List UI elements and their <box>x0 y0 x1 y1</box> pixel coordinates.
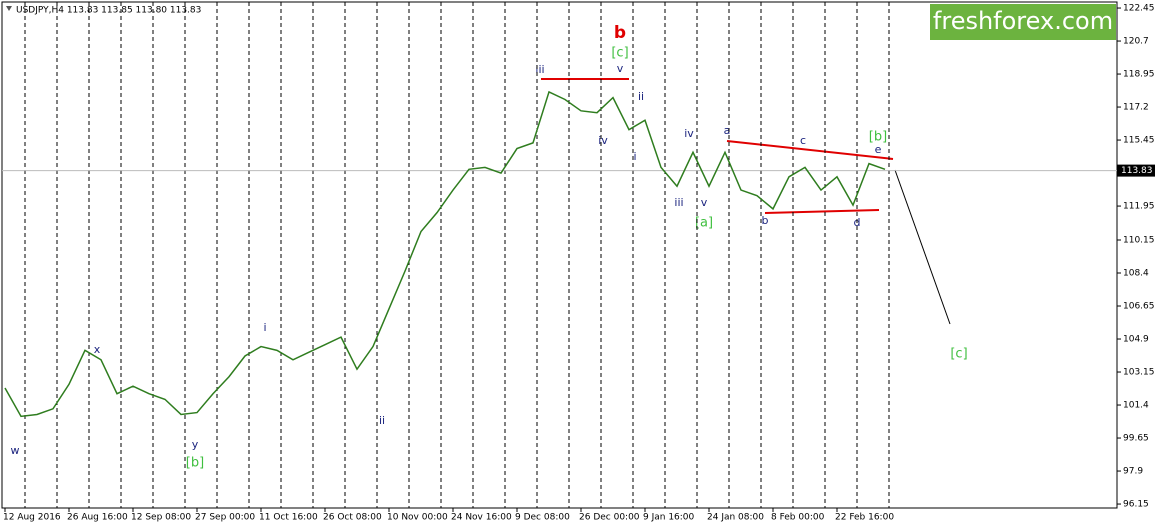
y-tick-label: 99.65 <box>1123 434 1149 444</box>
wave-lines <box>541 78 951 325</box>
last-price-label: 113.83 <box>1121 166 1153 176</box>
plot-frame <box>1 1 1118 509</box>
x-tick-label: 12 Aug 2016 <box>3 513 61 523</box>
wave-label: c <box>800 134 806 147</box>
x-tick-label: 9 Jan 16:00 <box>643 513 695 523</box>
wave-label: b <box>614 23 626 43</box>
wave-label: i <box>263 321 266 334</box>
wave-label: v <box>617 62 624 75</box>
y-tick-label: 115.45 <box>1123 136 1155 146</box>
wave-label: [c] <box>611 46 628 61</box>
x-tick-label: 26 Dec 00:00 <box>579 513 640 523</box>
logo-box <box>930 4 1116 40</box>
wave-label: a <box>724 124 731 137</box>
wave-label: y <box>192 438 199 451</box>
y-tick-label: 120.7 <box>1123 37 1149 47</box>
wave-label: [a] <box>695 216 713 231</box>
wave-label: [b] <box>186 456 204 471</box>
triangle-upper <box>726 140 894 160</box>
wave-label: [b] <box>869 130 887 145</box>
chart-title: USDJPY,H4 113.83 113.85 113.80 113.83 <box>16 6 201 16</box>
wave-label: iii <box>535 63 544 76</box>
x-tick-label: 26 Aug 16:00 <box>67 513 128 523</box>
x-tick-label: 22 Feb 16:00 <box>835 513 894 523</box>
x-tick-label: 10 Nov 00:00 <box>387 513 448 523</box>
x-tick-label: 27 Sep 00:00 <box>195 513 255 523</box>
wave-label: ii <box>638 90 644 103</box>
wave-label: i <box>633 150 636 163</box>
symbol-icon <box>6 6 12 11</box>
y-tick-label: 106.65 <box>1123 302 1155 312</box>
wave-label: e <box>875 143 882 156</box>
triangle-lower <box>764 209 880 214</box>
x-tick-label: 24 Nov 16:00 <box>451 513 512 523</box>
y-tick-label: 103.15 <box>1123 368 1155 378</box>
wave-label: iii <box>674 196 683 209</box>
wave-label: [c] <box>950 347 967 362</box>
y-tick-label: 117.2 <box>1123 103 1149 113</box>
y-tick-label: 97.9 <box>1123 467 1143 477</box>
y-tick-label: 118.95 <box>1123 70 1155 80</box>
wave-label: b <box>762 214 769 227</box>
last-price-box <box>1117 164 1155 177</box>
wave-label: ii <box>379 414 385 427</box>
y-tick-label: 104.9 <box>1123 335 1149 345</box>
y-tick-label: 110.15 <box>1123 236 1155 246</box>
x-tick-label: 9 Dec 08:00 <box>515 513 570 523</box>
x-tick-label: 11 Oct 16:00 <box>259 513 318 523</box>
y-tick-label: 111.95 <box>1123 202 1155 212</box>
y-tick-label: 101.4 <box>1123 401 1149 411</box>
logo: freshforex.com <box>933 7 1113 35</box>
wave-label: iv <box>684 127 694 140</box>
wave-label: w <box>11 444 20 457</box>
wave-label: iv <box>598 134 608 147</box>
x-tick-label: 12 Sep 08:00 <box>131 513 191 523</box>
x-tick-label: 26 Oct 08:00 <box>323 513 382 523</box>
y-tick-label: 96.15 <box>1123 500 1149 510</box>
forecast-line <box>894 169 951 325</box>
price-line <box>4 90 886 418</box>
y-tick-label: 108.4 <box>1123 269 1149 279</box>
x-tick-label: 8 Feb 00:00 <box>771 513 825 523</box>
wave-label: x <box>94 343 101 356</box>
x-tick-label: 24 Jan 08:00 <box>707 513 764 523</box>
y-tick-label: 122.45 <box>1123 4 1155 14</box>
wave-label: v <box>701 196 708 209</box>
